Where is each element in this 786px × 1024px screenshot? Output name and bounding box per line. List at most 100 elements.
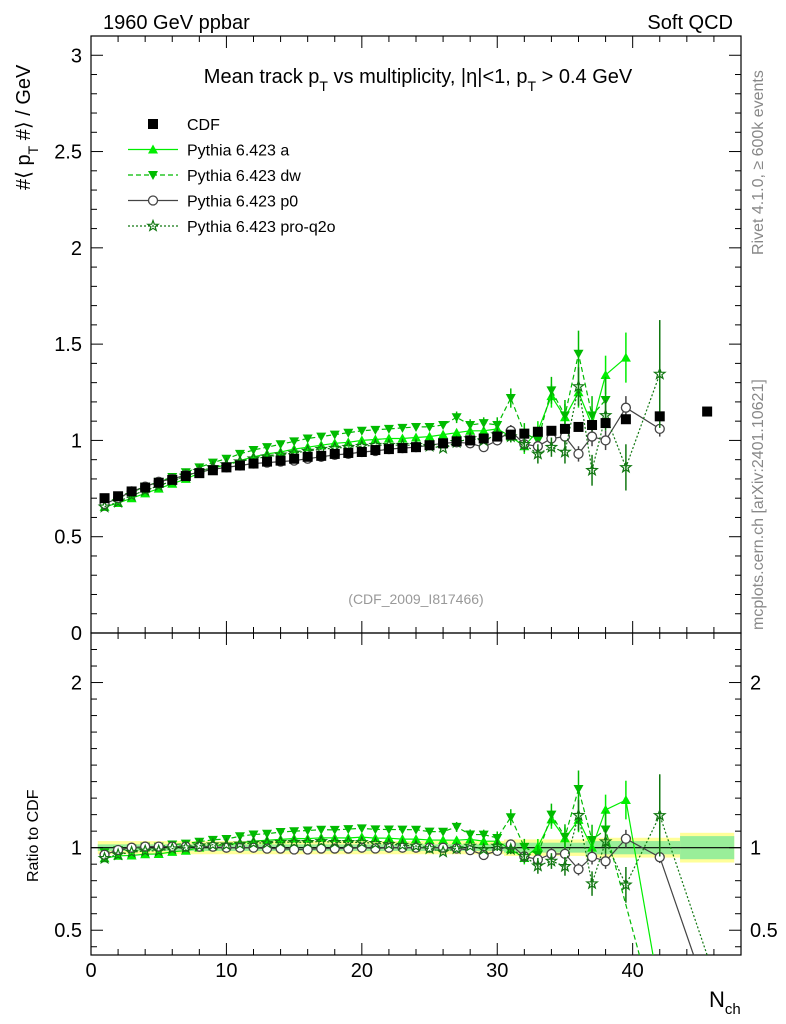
series-3-ratio <box>97 774 708 956</box>
cdf-point <box>316 450 327 461</box>
series-1-ratio-point <box>465 830 476 840</box>
series-1-point <box>397 423 408 433</box>
legend-label: Pythia 6.423 a <box>187 143 289 160</box>
series-1-ratio-point <box>248 830 259 840</box>
legend-entry-3: Pythia 6.423 p0 <box>128 194 298 211</box>
series-1-ratio-point <box>478 830 489 840</box>
series-2-point <box>620 402 632 413</box>
cdf-point <box>424 440 435 451</box>
legend-marker <box>148 119 158 129</box>
series-3-point <box>517 437 532 451</box>
series-1-point <box>559 411 570 421</box>
series-2-ratio-point <box>620 833 632 844</box>
series-1-ratio-point <box>424 827 435 837</box>
series-1-ratio-point <box>587 836 598 846</box>
series-3-ratio-point <box>314 834 329 848</box>
series-1-ratio-point <box>492 833 503 843</box>
series-1-ratio <box>99 770 640 956</box>
series-1-point <box>411 422 421 432</box>
series-1-ratio-point <box>505 813 516 823</box>
legend-marker <box>148 144 158 154</box>
series-3-ratio-point <box>219 837 234 851</box>
series-3-ratio-point <box>422 841 437 855</box>
series-3-ratio-point <box>619 877 633 891</box>
series-3-ratio-point <box>395 837 410 851</box>
cdf-point <box>702 406 713 417</box>
series-1-point <box>546 386 557 396</box>
series-2-ratio-point <box>573 864 584 875</box>
cdf-point <box>532 426 543 437</box>
series-1-ratio-point <box>234 832 245 842</box>
cdf-point <box>356 446 367 457</box>
ratio-y-tick-label-left: 0.5 <box>54 920 82 942</box>
series-2-point <box>573 448 584 460</box>
series-0-point <box>438 429 449 439</box>
ratio-ylabel: Ratio to CDF <box>25 789 42 882</box>
main-y-tick-label: 2.5 <box>54 142 82 164</box>
cdf-point <box>329 448 340 459</box>
main-title: Mean track pT vs multiplicity, |η|<1, pT… <box>204 66 633 94</box>
series-3-ratio-point <box>517 849 532 863</box>
series-0-ratio-point <box>478 836 489 846</box>
series-1-ratio-point <box>262 829 273 839</box>
series-1-point <box>343 428 354 438</box>
cdf-point <box>573 421 584 432</box>
series-3-ratio-point <box>300 835 315 849</box>
ratio-y-tick-label-right: 2 <box>750 673 761 695</box>
header-left: 1960 GeV ppbar <box>103 12 250 34</box>
series-1-ratio-point <box>519 842 530 852</box>
series-3-point <box>619 460 633 474</box>
cdf-point <box>397 443 408 454</box>
series-2-ratio-point <box>600 856 611 867</box>
x-tick-label: 0 <box>85 960 96 982</box>
cdf-point <box>383 444 394 455</box>
cdf-point <box>587 420 598 431</box>
ratio-frame <box>90 632 742 956</box>
x-tick-label: 10 <box>215 960 237 982</box>
series-3-ratio-point <box>436 844 450 858</box>
cdf-point <box>167 474 178 485</box>
legend-entry-0: CDF <box>148 117 220 134</box>
series-3-ratio-point <box>530 858 545 872</box>
series-0-ratio-point <box>451 835 462 845</box>
cdf-point <box>620 414 631 425</box>
series-1-point <box>370 425 381 435</box>
main-y-tick-label: 2 <box>71 238 82 260</box>
series-1-point <box>248 446 259 456</box>
cdf-point <box>478 433 489 444</box>
series-3-ratio-point <box>503 842 518 856</box>
cdf-point <box>559 423 570 434</box>
legend-label: CDF <box>187 117 220 134</box>
cdf-point <box>519 428 530 439</box>
cdf-point <box>221 462 232 473</box>
series-1-point <box>262 443 273 453</box>
series-0-main <box>99 332 631 511</box>
series-0-point <box>478 425 489 435</box>
series-1-ratio-point <box>397 825 408 835</box>
series-1-line <box>104 353 607 503</box>
series-1-ratio-point <box>438 827 449 837</box>
main-ylabel: #⟨ pT #⟩ / GeV <box>13 64 41 190</box>
series-3-point <box>571 379 586 393</box>
series-3-point <box>544 439 559 454</box>
ratio-y-tick-label-right: 1 <box>750 838 761 860</box>
series-0-ratio-point <box>620 795 631 805</box>
series-3-ratio-point <box>97 851 112 865</box>
series-3-ratio-point <box>178 840 193 854</box>
rivet-version-note: Rivet 4.1.0, ≥ 600k events <box>750 70 767 255</box>
series-3-ratio-point <box>246 835 261 849</box>
series-1-point <box>275 440 286 450</box>
legend: CDF Pythia 6.423 a Pythia 6.423 dw Pythia 6… <box>128 117 336 236</box>
series-3-ratio-point <box>382 836 396 851</box>
series-0-point <box>397 433 408 443</box>
series-1-point <box>302 434 313 444</box>
series-0-ratio-point <box>275 834 286 844</box>
cdf-point <box>465 435 476 446</box>
series-1-point <box>329 430 340 440</box>
series-1-point <box>234 449 245 459</box>
series-3-ratio-point <box>327 835 342 849</box>
ratio-y-tick-label-left: 1 <box>71 838 82 860</box>
mcplots-note: mcplots.cern.ch [arXiv:2401.10621] <box>750 379 767 630</box>
series-3-point <box>558 444 572 458</box>
series-3-ratio-point <box>449 841 464 855</box>
